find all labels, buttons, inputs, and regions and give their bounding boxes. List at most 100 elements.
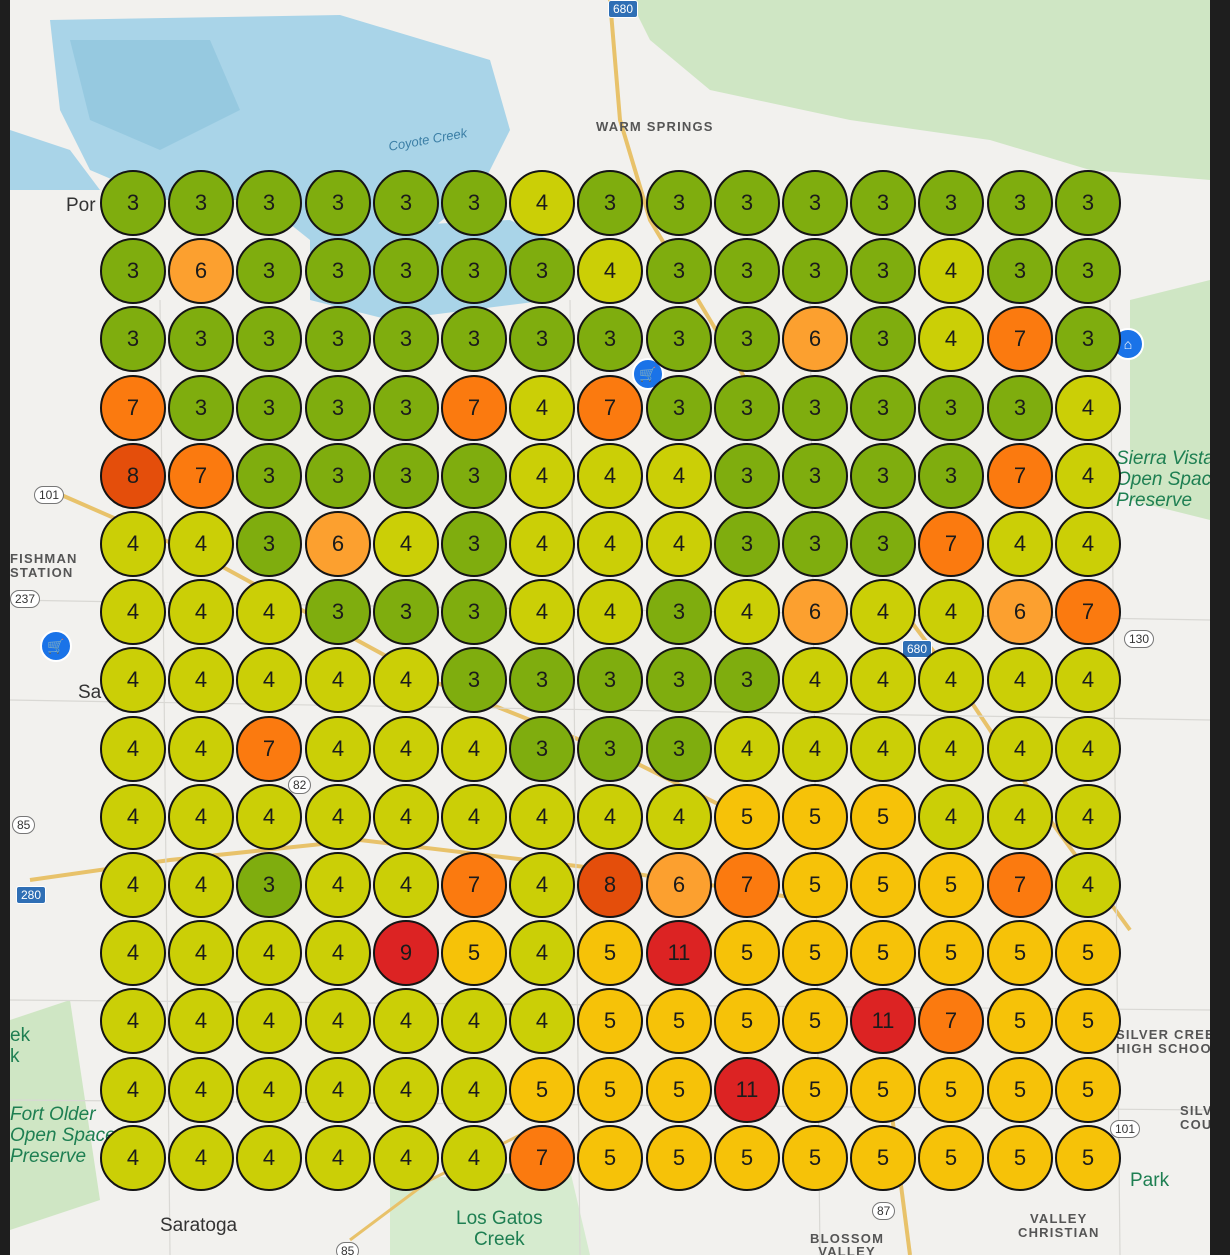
grid-cell-r9-c3[interactable]: 7 <box>236 716 302 782</box>
grid-cell-r7-c11[interactable]: 6 <box>782 579 848 645</box>
grid-cell-r6-c3[interactable]: 3 <box>236 511 302 577</box>
grid-cell-r13-c3[interactable]: 4 <box>236 988 302 1054</box>
grid-cell-r12-c6[interactable]: 5 <box>441 920 507 986</box>
grid-cell-r6-c5[interactable]: 4 <box>373 511 439 577</box>
grid-cell-r1-c10[interactable]: 3 <box>714 170 780 236</box>
grid-cell-r6-c15[interactable]: 4 <box>1055 511 1121 577</box>
grid-cell-r5-c13[interactable]: 3 <box>918 443 984 509</box>
grid-cell-r8-c9[interactable]: 3 <box>646 647 712 713</box>
grid-cell-r13-c5[interactable]: 4 <box>373 988 439 1054</box>
grid-cell-r7-c12[interactable]: 4 <box>850 579 916 645</box>
grid-cell-r6-c6[interactable]: 3 <box>441 511 507 577</box>
grid-cell-r11-c15[interactable]: 4 <box>1055 852 1121 918</box>
grid-cell-r7-c6[interactable]: 3 <box>441 579 507 645</box>
grid-cell-r1-c11[interactable]: 3 <box>782 170 848 236</box>
grid-cell-r14-c10[interactable]: 11 <box>714 1057 780 1123</box>
grid-cell-r13-c8[interactable]: 5 <box>577 988 643 1054</box>
grid-cell-r5-c7[interactable]: 4 <box>509 443 575 509</box>
grid-cell-r4-c9[interactable]: 3 <box>646 375 712 441</box>
grid-cell-r9-c15[interactable]: 4 <box>1055 716 1121 782</box>
grid-cell-r6-c8[interactable]: 4 <box>577 511 643 577</box>
grid-cell-r1-c15[interactable]: 3 <box>1055 170 1121 236</box>
grid-cell-r9-c9[interactable]: 3 <box>646 716 712 782</box>
grid-cell-r14-c6[interactable]: 4 <box>441 1057 507 1123</box>
grid-cell-r4-c6[interactable]: 7 <box>441 375 507 441</box>
grid-cell-r5-c6[interactable]: 3 <box>441 443 507 509</box>
grid-cell-r13-c1[interactable]: 4 <box>100 988 166 1054</box>
grid-cell-r6-c1[interactable]: 4 <box>100 511 166 577</box>
grid-cell-r2-c2[interactable]: 6 <box>168 238 234 304</box>
grid-cell-r9-c5[interactable]: 4 <box>373 716 439 782</box>
grid-cell-r10-c5[interactable]: 4 <box>373 784 439 850</box>
grid-cell-r15-c12[interactable]: 5 <box>850 1125 916 1191</box>
grid-cell-r2-c5[interactable]: 3 <box>373 238 439 304</box>
grid-cell-r3-c4[interactable]: 3 <box>305 306 371 372</box>
grid-cell-r10-c6[interactable]: 4 <box>441 784 507 850</box>
grid-cell-r11-c7[interactable]: 4 <box>509 852 575 918</box>
grid-cell-r9-c8[interactable]: 3 <box>577 716 643 782</box>
grid-cell-r14-c14[interactable]: 5 <box>987 1057 1053 1123</box>
grid-cell-r7-c14[interactable]: 6 <box>987 579 1053 645</box>
grid-cell-r6-c4[interactable]: 6 <box>305 511 371 577</box>
grid-cell-r1-c5[interactable]: 3 <box>373 170 439 236</box>
grid-cell-r3-c14[interactable]: 7 <box>987 306 1053 372</box>
grid-cell-r11-c5[interactable]: 4 <box>373 852 439 918</box>
grid-cell-r13-c10[interactable]: 5 <box>714 988 780 1054</box>
grid-cell-r12-c3[interactable]: 4 <box>236 920 302 986</box>
grid-cell-r11-c9[interactable]: 6 <box>646 852 712 918</box>
grid-cell-r3-c5[interactable]: 3 <box>373 306 439 372</box>
grid-cell-r12-c1[interactable]: 4 <box>100 920 166 986</box>
grid-cell-r2-c3[interactable]: 3 <box>236 238 302 304</box>
grid-cell-r1-c9[interactable]: 3 <box>646 170 712 236</box>
grid-cell-r15-c2[interactable]: 4 <box>168 1125 234 1191</box>
grid-cell-r13-c13[interactable]: 7 <box>918 988 984 1054</box>
grid-cell-r2-c1[interactable]: 3 <box>100 238 166 304</box>
grid-cell-r6-c10[interactable]: 3 <box>714 511 780 577</box>
grid-cell-r7-c5[interactable]: 3 <box>373 579 439 645</box>
grid-cell-r13-c6[interactable]: 4 <box>441 988 507 1054</box>
grid-cell-r11-c14[interactable]: 7 <box>987 852 1053 918</box>
grid-cell-r7-c3[interactable]: 4 <box>236 579 302 645</box>
grid-cell-r8-c15[interactable]: 4 <box>1055 647 1121 713</box>
grid-cell-r2-c4[interactable]: 3 <box>305 238 371 304</box>
grid-cell-r8-c8[interactable]: 3 <box>577 647 643 713</box>
grid-cell-r4-c8[interactable]: 7 <box>577 375 643 441</box>
grid-cell-r10-c15[interactable]: 4 <box>1055 784 1121 850</box>
grid-cell-r12-c11[interactable]: 5 <box>782 920 848 986</box>
grid-cell-r2-c7[interactable]: 3 <box>509 238 575 304</box>
grid-cell-r5-c12[interactable]: 3 <box>850 443 916 509</box>
grid-cell-r7-c4[interactable]: 3 <box>305 579 371 645</box>
grid-cell-r4-c10[interactable]: 3 <box>714 375 780 441</box>
grid-cell-r4-c3[interactable]: 3 <box>236 375 302 441</box>
grid-cell-r10-c9[interactable]: 4 <box>646 784 712 850</box>
grid-cell-r8-c3[interactable]: 4 <box>236 647 302 713</box>
grid-cell-r7-c7[interactable]: 4 <box>509 579 575 645</box>
grid-cell-r14-c15[interactable]: 5 <box>1055 1057 1121 1123</box>
grid-cell-r9-c12[interactable]: 4 <box>850 716 916 782</box>
grid-cell-r10-c10[interactable]: 5 <box>714 784 780 850</box>
grid-cell-r8-c6[interactable]: 3 <box>441 647 507 713</box>
grid-cell-r14-c1[interactable]: 4 <box>100 1057 166 1123</box>
grid-cell-r13-c14[interactable]: 5 <box>987 988 1053 1054</box>
grid-cell-r6-c2[interactable]: 4 <box>168 511 234 577</box>
grid-cell-r10-c8[interactable]: 4 <box>577 784 643 850</box>
grid-cell-r1-c7[interactable]: 4 <box>509 170 575 236</box>
grid-cell-r4-c7[interactable]: 4 <box>509 375 575 441</box>
grid-cell-r11-c4[interactable]: 4 <box>305 852 371 918</box>
grid-cell-r8-c13[interactable]: 4 <box>918 647 984 713</box>
grid-cell-r10-c4[interactable]: 4 <box>305 784 371 850</box>
grid-cell-r12-c9[interactable]: 11 <box>646 920 712 986</box>
grid-cell-r5-c10[interactable]: 3 <box>714 443 780 509</box>
grid-cell-r5-c4[interactable]: 3 <box>305 443 371 509</box>
grid-cell-r4-c14[interactable]: 3 <box>987 375 1053 441</box>
grid-cell-r4-c5[interactable]: 3 <box>373 375 439 441</box>
grid-cell-r5-c14[interactable]: 7 <box>987 443 1053 509</box>
grid-cell-r3-c10[interactable]: 3 <box>714 306 780 372</box>
shopping-cart-icon[interactable]: 🛒 <box>40 630 72 662</box>
grid-cell-r14-c5[interactable]: 4 <box>373 1057 439 1123</box>
grid-cell-r12-c13[interactable]: 5 <box>918 920 984 986</box>
grid-cell-r3-c12[interactable]: 3 <box>850 306 916 372</box>
grid-cell-r14-c8[interactable]: 5 <box>577 1057 643 1123</box>
grid-cell-r4-c4[interactable]: 3 <box>305 375 371 441</box>
grid-cell-r9-c4[interactable]: 4 <box>305 716 371 782</box>
